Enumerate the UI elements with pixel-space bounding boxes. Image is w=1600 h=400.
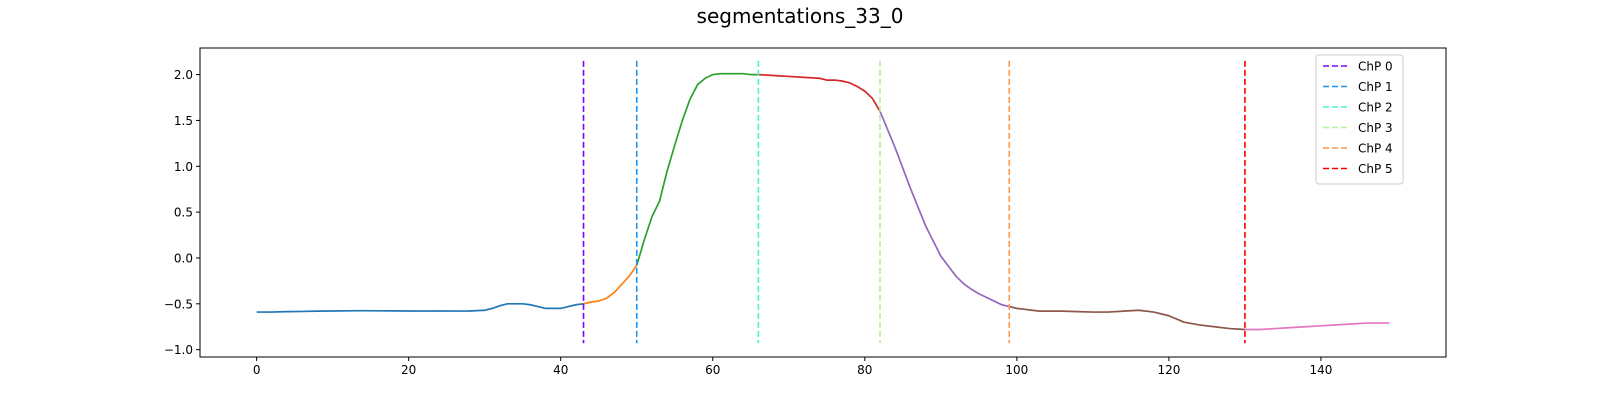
x-tick-label: 120 bbox=[1157, 363, 1180, 377]
x-tick-label: 100 bbox=[1005, 363, 1028, 377]
legend-label: ChP 3 bbox=[1358, 121, 1393, 135]
legend-label: ChP 0 bbox=[1358, 60, 1393, 74]
series-segment-1 bbox=[583, 264, 638, 305]
x-tick-label: 40 bbox=[553, 363, 568, 377]
series-segment-6 bbox=[1244, 322, 1390, 331]
legend-label: ChP 4 bbox=[1358, 142, 1393, 156]
x-tick-label: 60 bbox=[705, 363, 720, 377]
y-tick-label: −1.0 bbox=[164, 343, 193, 357]
y-tick-label: 1.0 bbox=[174, 160, 193, 174]
series-segment-4 bbox=[879, 110, 1010, 308]
y-tick-label: 2.0 bbox=[174, 68, 193, 82]
series-segment-0 bbox=[256, 302, 584, 313]
legend-label: ChP 2 bbox=[1358, 101, 1393, 115]
plot-frame bbox=[199, 47, 1447, 358]
x-tick-label: 20 bbox=[401, 363, 416, 377]
y-tick-label: −0.5 bbox=[164, 297, 193, 311]
series-segment-3 bbox=[758, 73, 881, 112]
x-tick-label: 0 bbox=[253, 363, 261, 377]
y-tick-label: 0.5 bbox=[174, 206, 193, 220]
legend-label: ChP 1 bbox=[1358, 80, 1393, 94]
x-tick-label: 140 bbox=[1309, 363, 1332, 377]
x-tick-label: 80 bbox=[857, 363, 872, 377]
series-segment-2 bbox=[635, 72, 759, 266]
y-tick-label: 1.5 bbox=[174, 114, 193, 128]
chart-title: segmentations_33_0 bbox=[696, 4, 904, 28]
y-tick-label: 0.0 bbox=[174, 251, 193, 265]
legend-label: ChP 5 bbox=[1358, 162, 1393, 176]
series-segment-5 bbox=[1009, 305, 1245, 331]
